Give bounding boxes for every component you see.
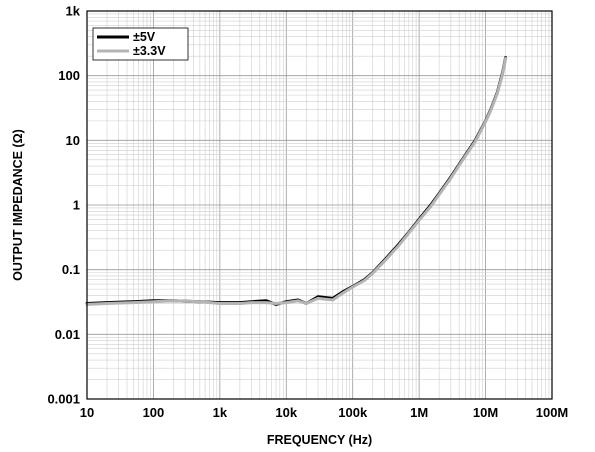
x-tick-label: 100M [536,405,569,420]
y-tick-label: 10 [66,133,80,148]
legend-box [92,27,189,61]
x-tick-label: 100 [143,405,165,420]
legend: ±5V ±3.3V [92,27,189,61]
x-tick-label: 10 [80,405,94,420]
series-line-1 [85,56,508,306]
series-lines [85,56,508,306]
y-tick-label: 0.001 [47,392,80,407]
x-axis-title: FREQUENCY (Hz) [267,433,372,447]
x-tick-label: 1M [410,405,428,420]
y-tick-label: 100 [58,68,80,83]
grid-lines [86,11,552,400]
y-tick-labels: 0.001 0.01 0.1 1 10 100 1k [47,4,80,407]
legend-label-3-3v: ±3.3V [133,44,166,58]
y-tick-label: 1k [66,4,81,19]
x-tick-label: 10M [473,405,498,420]
y-axis-title: OUTPUT IMPEDANCE (Ω) [11,129,25,281]
legend-label-5v: ±5V [133,30,156,44]
plot-frame [86,10,553,400]
y-tick-label: 1 [73,198,80,213]
x-tick-label: 1k [213,405,228,420]
x-tick-labels: 10 100 1k 10k 100k 1M 10M 100M [80,405,569,420]
y-tick-label: 0.01 [55,327,80,342]
y-tick-label: 0.1 [62,262,80,277]
x-tick-label: 10k [275,405,297,420]
x-tick-label: 100k [338,405,368,420]
